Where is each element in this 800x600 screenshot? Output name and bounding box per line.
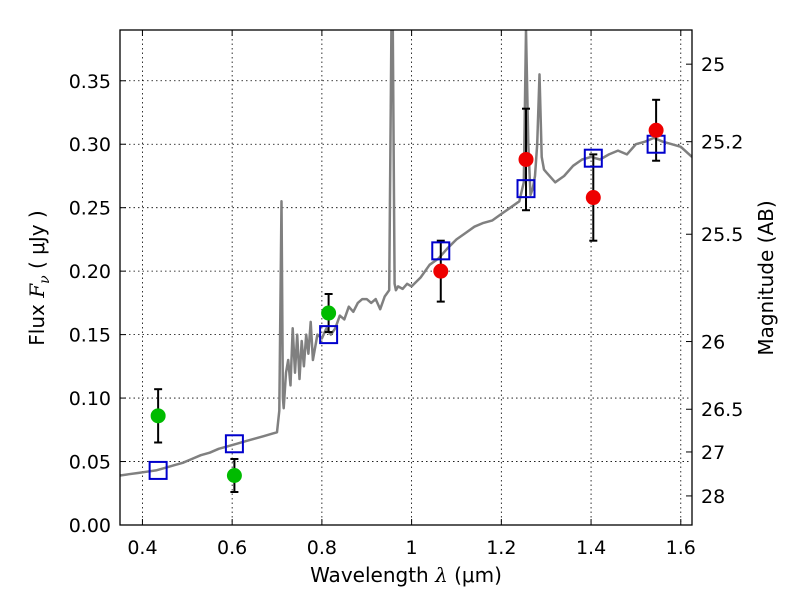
red-observed-point (433, 263, 449, 279)
x-tick-labels: 0.4 0.6 0.8 1 1.2 1.4 1.6 (127, 537, 696, 559)
y2-tick-label: 28 (701, 486, 725, 508)
y-tick-labels: 0.00 0.05 0.10 0.15 0.20 0.25 0.30 0.35 (69, 71, 111, 537)
y2-tick-label: 25.2 (701, 132, 743, 154)
y-tick-label: 0.25 (69, 198, 111, 220)
x-axis-symbol: λ (434, 563, 448, 587)
y2-tick-label: 25.5 (701, 224, 743, 246)
y-tick-label: 0.05 (69, 452, 111, 474)
y2-tick-label: 27 (701, 442, 725, 464)
y-axis-subscript: ν (37, 275, 53, 284)
green-observed-point (150, 408, 166, 424)
y-tick-label: 0.10 (69, 388, 111, 410)
y-tick-label: 0.00 (69, 515, 111, 537)
x-tick-label: 1.2 (486, 537, 516, 559)
y-axis-title: Flux Fν ( μJy ) (25, 210, 53, 345)
model-point (583, 148, 603, 168)
y-axis-symbol: F (25, 283, 49, 299)
x-tick-label: 1 (406, 537, 418, 559)
y2-tick-label: 26 (701, 332, 725, 354)
y-tick-label: 0.20 (69, 261, 111, 283)
spectrum-series (120, 30, 692, 477)
model-point (224, 434, 244, 454)
model-point (319, 325, 339, 345)
y2-tick-labels: 25 25.2 25.5 26 26.5 27 28 (701, 54, 743, 508)
y2-tick-label: 26.5 (701, 399, 743, 421)
x-tick-label: 1.4 (576, 537, 606, 559)
red-observed-point (648, 122, 664, 138)
x-tick-label: 0.6 (217, 537, 247, 559)
y-tick-label: 0.35 (69, 71, 111, 93)
x-tick-label: 0.4 (127, 537, 157, 559)
observed-photometry-series (150, 122, 664, 483)
red-observed-point (585, 190, 601, 206)
y-tick-label: 0.30 (69, 134, 111, 156)
red-observed-point (518, 151, 534, 167)
spectrum-line (120, 30, 692, 477)
grid-lines (120, 30, 692, 525)
model-point (516, 179, 536, 199)
x-axis-title: Wavelength λ (μm) (310, 563, 502, 587)
green-observed-point (321, 305, 337, 321)
green-observed-point (226, 468, 242, 483)
x-tick-label: 0.8 (307, 537, 337, 559)
y2-tick-label: 25 (701, 54, 725, 76)
y2-axis-title: Magnitude (AB) (754, 200, 778, 355)
y-tick-label: 0.15 (69, 325, 111, 347)
model-point (148, 460, 168, 480)
model-point (431, 241, 451, 261)
axis-ticks (120, 30, 692, 526)
x-tick-label: 1.6 (666, 537, 696, 559)
plot-frame (119, 29, 693, 526)
